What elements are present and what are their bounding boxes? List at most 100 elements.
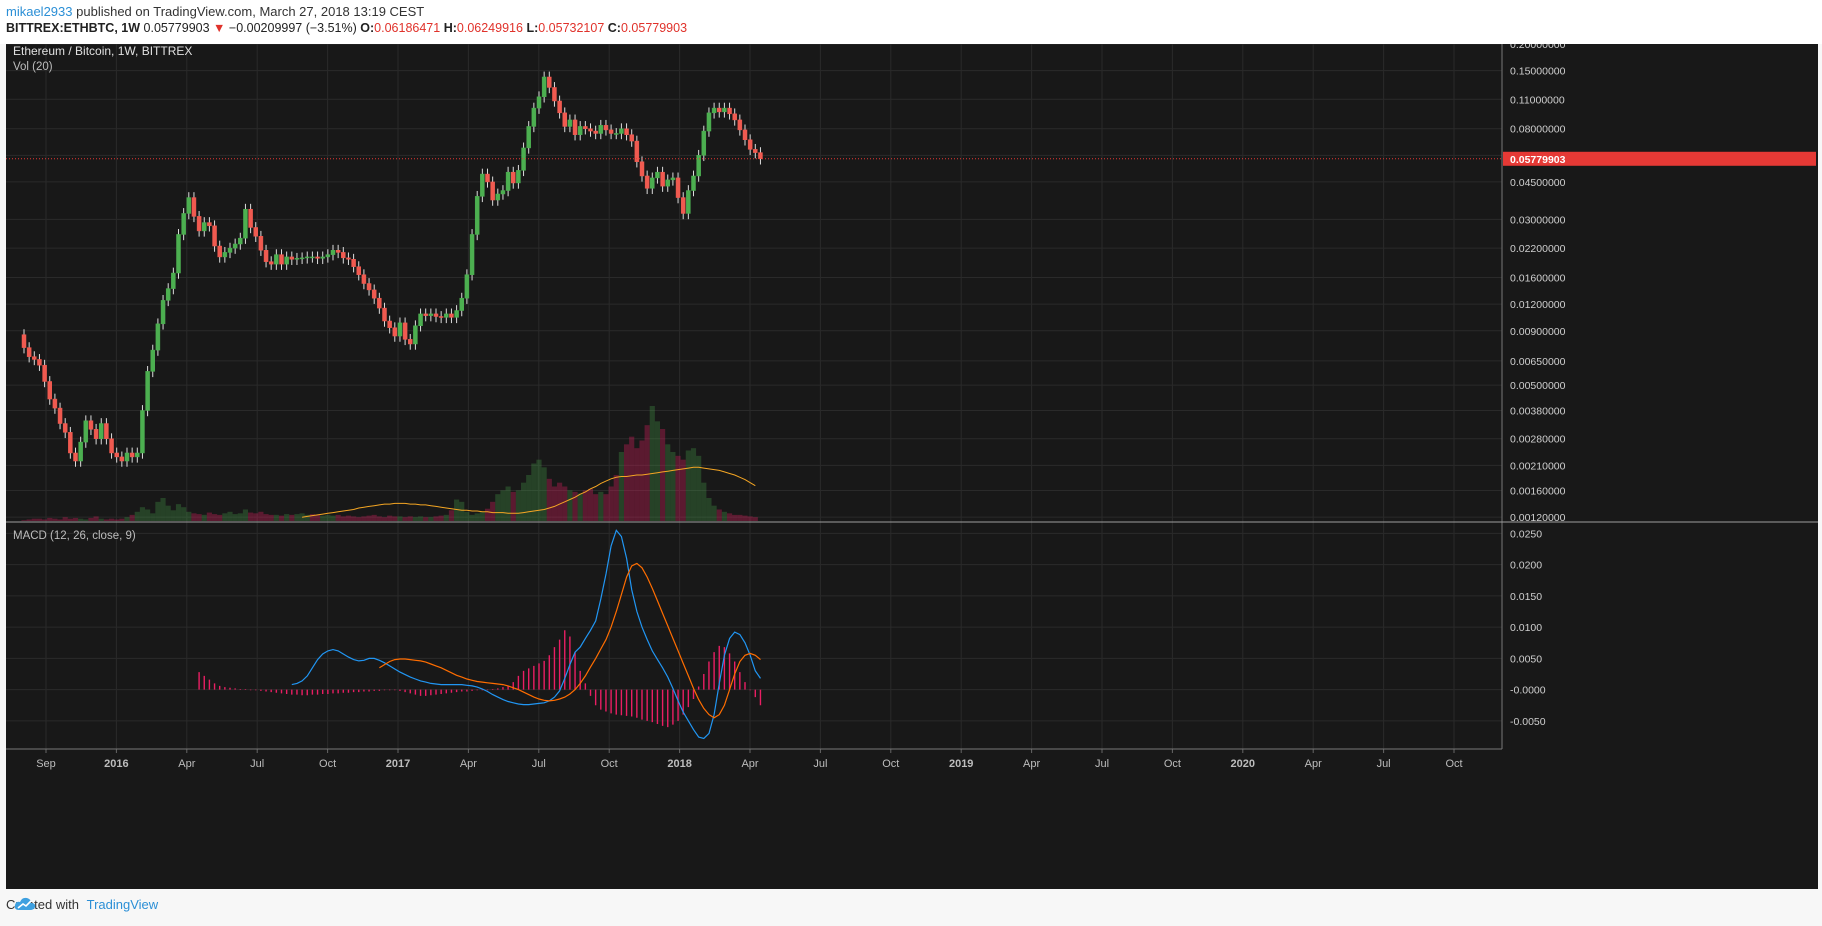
candle-body	[614, 133, 619, 135]
macd-tick-label: 0.0200	[1510, 560, 1542, 572]
candle-body	[588, 128, 593, 132]
candle-body	[454, 310, 459, 318]
candle-body	[737, 119, 743, 131]
volume-bar	[505, 486, 511, 521]
macd-histogram-bar	[414, 689, 417, 695]
tradingview-cloud-icon[interactable]	[14, 897, 36, 911]
volume-bar	[345, 515, 352, 521]
macd-histogram-bar	[275, 689, 278, 693]
macd-histogram-bar	[306, 689, 308, 696]
candle-body	[238, 237, 243, 245]
macd-histogram-bar	[610, 689, 612, 714]
candle-body	[634, 140, 640, 162]
volume-bar	[721, 511, 727, 521]
macd-histogram-bar	[358, 689, 360, 693]
volume-bar	[593, 494, 599, 521]
candle-body	[438, 316, 444, 318]
candle-body	[135, 452, 140, 458]
chart-area[interactable]: Sep 2016 Apr Jul Oct 2017 Apr Jul Oct 2018 Apr Jul O…	[6, 44, 1818, 889]
x-tick-label: Apr	[741, 758, 758, 770]
volume-bar	[546, 478, 552, 521]
volume-bar	[160, 498, 166, 521]
volume-bar	[242, 509, 249, 521]
macd-histogram-bar	[538, 663, 540, 690]
tradingview-link[interactable]: TradingView	[86, 897, 159, 912]
volume-ma-line	[302, 466, 756, 518]
volume-bar	[134, 511, 140, 521]
macd-histogram-bar	[425, 689, 427, 696]
macd-histogram-bar	[522, 670, 525, 690]
macd-histogram-bar	[512, 682, 514, 690]
macd-histogram-bar	[394, 689, 396, 691]
x-tick-label: Apr	[1023, 758, 1040, 770]
candle-body	[706, 112, 712, 132]
volume-bar	[557, 482, 563, 521]
candle-body	[516, 170, 521, 184]
candle-body	[583, 126, 588, 129]
macd-histogram-bar	[615, 689, 617, 715]
macd-histogram-bar	[564, 630, 566, 690]
candle-body	[464, 274, 470, 299]
volume-bar	[304, 514, 310, 521]
macd-histogram-bar	[383, 689, 386, 691]
volume-bar	[289, 514, 295, 521]
open-value: 0.06186471	[374, 21, 441, 35]
volume-bar	[634, 448, 640, 521]
macd-histogram-bar	[260, 689, 262, 691]
chart-title: Ethereum / Bitcoin, 1W, BITTREX	[13, 44, 192, 58]
macd-histogram-bar	[574, 652, 576, 690]
volume-bar	[670, 452, 676, 521]
candle-body	[351, 259, 356, 267]
price-tick-label: 0.20000000	[1510, 44, 1566, 51]
x-tick-label: Apr	[460, 758, 477, 770]
candle-body	[222, 252, 228, 258]
volume-bar	[448, 510, 455, 521]
volume-bar	[423, 517, 429, 521]
candle-body	[727, 107, 732, 115]
volume-bar	[366, 515, 372, 521]
high-label: H:	[443, 21, 457, 35]
volume-bar	[526, 475, 532, 521]
macd-histogram-bar	[553, 647, 556, 690]
macd-histogram-bar	[589, 689, 592, 696]
volume-bar	[232, 514, 238, 521]
x-tick-label: Oct	[1445, 758, 1462, 770]
candle-body	[428, 313, 434, 316]
candle-body	[469, 234, 475, 275]
price-tick-label: 0.00900000	[1510, 326, 1566, 338]
candle-body	[191, 197, 197, 217]
volume-bar	[742, 515, 748, 521]
macd-histogram-bar	[378, 689, 381, 691]
volume-bar	[21, 520, 27, 521]
volume-bar	[469, 514, 475, 521]
candle-body	[717, 107, 722, 113]
macd-histogram-bar	[337, 689, 339, 694]
x-tick-label: Jul	[1377, 758, 1391, 770]
macd-histogram-bar	[239, 689, 241, 690]
macd-histogram-bar	[682, 689, 684, 715]
volume-bar	[495, 494, 501, 521]
macd-histogram-bar	[672, 689, 674, 725]
candle-body	[21, 334, 27, 348]
price-tick-label: 0.08000000	[1510, 124, 1566, 136]
macd-histogram-bar	[471, 689, 473, 691]
macd-histogram-bar	[208, 679, 211, 690]
volume-bar	[680, 459, 686, 521]
candle-body	[753, 149, 758, 153]
candle-body	[747, 139, 753, 150]
macd-histogram-bar	[728, 653, 731, 690]
volume-bar	[170, 510, 176, 521]
candle-body	[299, 257, 305, 260]
macd-histogram-bar	[749, 689, 751, 691]
volume-bar	[433, 516, 439, 521]
volume-bar	[47, 517, 53, 521]
volume-bar	[752, 517, 758, 521]
macd-histogram-bar	[368, 689, 370, 692]
candle-body	[557, 100, 562, 114]
author-link[interactable]: mikael2933	[6, 4, 73, 19]
volume-bar	[284, 514, 290, 521]
volume-bar	[165, 505, 171, 521]
macd-histogram-bar	[461, 689, 463, 692]
chart-svg[interactable]: Sep 2016 Apr Jul Oct 2017 Apr Jul Oct 2018 Apr Jul O…	[6, 44, 1818, 889]
volume-bar	[376, 516, 382, 521]
